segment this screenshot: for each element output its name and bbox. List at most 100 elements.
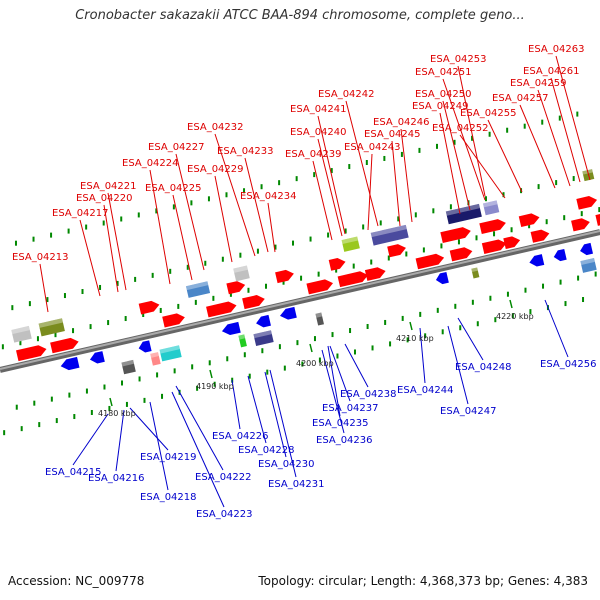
plus-gene-label[interactable]: ESA_04261 (523, 66, 580, 77)
minus-gene-label[interactable]: ESA_04216 (88, 473, 145, 484)
plus-gene-label[interactable]: ESA_04229 (187, 164, 244, 175)
minus-leader-line (149, 401, 169, 491)
minus-gene-label[interactable]: ESA_04256 (540, 359, 597, 370)
plus-gene-label[interactable]: ESA_04263 (528, 44, 585, 55)
minus-gene-label[interactable]: ESA_04247 (440, 406, 497, 417)
minus-gene-label[interactable]: ESA_04222 (195, 472, 252, 483)
plus-gene-label[interactable]: ESA_04239 (285, 149, 342, 160)
box-gloss (233, 265, 248, 273)
minus-gene-label[interactable]: ESA_04223 (196, 509, 253, 520)
plus-gene-label[interactable]: ESA_04232 (187, 122, 244, 133)
plus-gene-box (482, 200, 500, 216)
minus-leader-line (175, 385, 224, 471)
strand-dot (555, 180, 558, 186)
plus-gene-label[interactable]: ESA_04224 (122, 158, 179, 169)
minus-gene-label[interactable]: ESA_04231 (268, 479, 325, 490)
plus-gene-label[interactable]: ESA_04225 (145, 183, 202, 194)
minus-gene-label[interactable]: ESA_04238 (340, 389, 397, 400)
plus-gene-label[interactable]: ESA_04234 (240, 191, 297, 202)
strand-dot (432, 208, 435, 214)
plus-gene-label[interactable]: ESA_04227 (148, 142, 205, 153)
plus-gene-label[interactable]: ESA_04252 (432, 123, 489, 134)
plus-gene-arrow (503, 236, 521, 250)
plus-gene-label[interactable]: ESA_04220 (76, 193, 133, 204)
minus-gene-label[interactable]: ESA_04228 (238, 445, 295, 456)
plus-gene-label[interactable]: ESA_04257 (492, 93, 549, 104)
strand-dot (528, 223, 531, 229)
plus-gene-label[interactable]: ESA_04233 (217, 146, 274, 157)
strand-dot (313, 336, 316, 342)
minus-leader-line (344, 343, 369, 388)
plus-gene-label[interactable]: ESA_04259 (510, 78, 567, 89)
strand-dot (424, 333, 427, 339)
minus-gene-label[interactable]: ESA_04237 (322, 403, 379, 414)
plus-gene-label[interactable]: ESA_04251 (415, 67, 472, 78)
box-gloss (150, 352, 159, 358)
plus-gene-arrow (162, 313, 185, 328)
strand-dot (283, 365, 286, 371)
plus-gene-label[interactable]: ESA_04221 (80, 181, 137, 192)
strand-dot (50, 396, 53, 402)
minus-gene-label[interactable]: ESA_04248 (455, 362, 512, 373)
box-shape (445, 203, 482, 225)
strand-dot (511, 313, 514, 319)
strand-dot (151, 272, 154, 278)
plus-gene-arrow (530, 229, 550, 243)
arrow-shape (60, 356, 80, 371)
strand-dot (414, 212, 417, 218)
strand-dot (121, 380, 124, 386)
plus-gene-label[interactable]: ESA_04241 (290, 104, 347, 115)
minus-gene-label[interactable]: ESA_04236 (316, 435, 373, 446)
strand-dot (330, 168, 333, 174)
minus-gene-label[interactable]: ESA_04219 (140, 452, 197, 463)
box-shape (482, 200, 500, 216)
minus-gene-label[interactable]: ESA_04226 (212, 431, 269, 442)
plus-gene-label[interactable]: ESA_04249 (412, 101, 469, 112)
tick-mark (209, 369, 213, 379)
plus-gene-label[interactable]: ESA_04255 (460, 108, 517, 119)
strand-dot (63, 293, 66, 299)
plus-gene-label[interactable]: ESA_04213 (12, 252, 69, 263)
backbone-highlight (0, 230, 600, 370)
strand-dot (449, 204, 452, 210)
strand-dot (453, 139, 456, 145)
strand-dot (484, 196, 487, 202)
plus-gene-label[interactable]: ESA_04253 (430, 54, 487, 65)
strand-dot (366, 323, 369, 329)
plus-gene-label[interactable]: ESA_04245 (364, 129, 421, 140)
plus-gene-label[interactable]: ESA_04246 (373, 117, 430, 128)
minus-leader-line (115, 409, 125, 472)
plus-gene-arrow (415, 253, 445, 270)
minus-leader-line (327, 345, 341, 417)
strand-dot (190, 200, 193, 206)
strand-dot (471, 299, 474, 305)
strand-dot (558, 115, 561, 121)
plus-gene-arrow (328, 258, 346, 271)
plus-gene-arrow (595, 213, 600, 226)
box-shape (341, 236, 360, 252)
minus-gene-label[interactable]: ESA_04218 (140, 492, 197, 503)
strand-dot (317, 271, 320, 277)
strand-dot (256, 248, 259, 254)
plus-gene-arrow (364, 267, 386, 281)
strand-dot (524, 287, 527, 293)
arrow-shape (242, 295, 265, 310)
strand-dot (161, 393, 164, 399)
minus-gene-label[interactable]: ESA_04235 (312, 418, 369, 429)
minus-gene-label[interactable]: ESA_04244 (397, 385, 454, 396)
minus-gene-box (580, 258, 597, 273)
minus-gene-label[interactable]: ESA_04215 (45, 467, 102, 478)
tick-label: 4190 kbp (196, 382, 234, 391)
strand-dot (564, 301, 567, 307)
plus-leader-line (367, 153, 373, 231)
strand-dot (142, 311, 145, 317)
minus-gene-label[interactable]: ESA_04230 (258, 459, 315, 470)
plus-gene-label[interactable]: ESA_04217 (52, 208, 109, 219)
plus-gene-label[interactable]: ESA_04243 (344, 142, 401, 153)
plus-gene-label[interactable]: ESA_04240 (290, 127, 347, 138)
strand-dot (454, 303, 457, 309)
plus-gene-label[interactable]: ESA_04250 (415, 89, 472, 100)
tick-mark (409, 321, 413, 331)
strand-dot (243, 188, 246, 194)
plus-gene-label[interactable]: ESA_04242 (318, 89, 375, 100)
